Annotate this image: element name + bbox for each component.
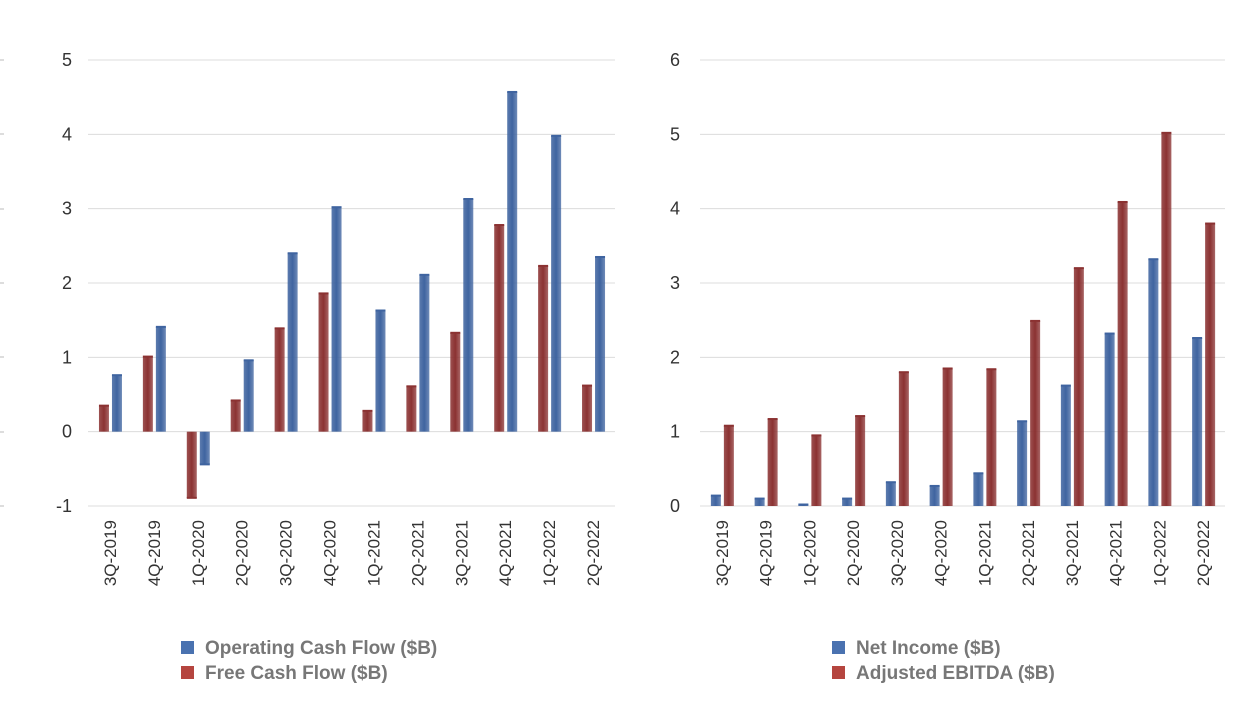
bar-operating-cash-flow-b: [595, 256, 606, 432]
x-tick-label: 2Q-2022: [584, 520, 603, 586]
bar-net-income-b: [1192, 338, 1203, 506]
bar-adjusted-ebitda-b: [1161, 132, 1172, 506]
x-tick-label: 2Q-2022: [1194, 520, 1213, 586]
bar-operating-cash-flow-b: [507, 91, 518, 432]
legend-swatch: [181, 641, 194, 654]
bar-adjusted-ebitda-b: [1205, 223, 1216, 507]
x-tick-label: 1Q-2020: [800, 520, 819, 586]
bar-adjusted-ebitda-b: [855, 416, 866, 506]
x-tick-label: 2Q-2020: [844, 520, 863, 586]
bar-net-income-b: [973, 473, 984, 506]
x-tick-label: 1Q-2020: [189, 520, 208, 586]
x-tick-label: 2Q-2021: [408, 520, 427, 586]
bar-net-income-b: [754, 498, 765, 506]
x-tick-label: 2Q-2020: [233, 520, 252, 586]
x-tick-label: 4Q-2019: [145, 520, 164, 586]
y-tick-label: 6: [670, 50, 680, 70]
legend-label: Operating Cash Flow ($B): [205, 638, 437, 659]
bar-free-cash-flow-b: [142, 356, 153, 432]
x-tick-label: 3Q-2020: [277, 520, 296, 586]
bar-free-cash-flow-b: [538, 265, 549, 432]
y-tick-label: 2: [62, 273, 72, 293]
x-tick-label: 3Q-2019: [713, 520, 732, 586]
y-tick-label: 1: [670, 422, 680, 442]
bar-net-income-b: [885, 482, 896, 506]
bar-operating-cash-flow-b: [419, 274, 430, 432]
y-tick-label: 2: [670, 347, 680, 367]
bar-net-income-b: [1148, 259, 1159, 506]
bar-adjusted-ebitda-b: [1073, 268, 1084, 506]
bar-operating-cash-flow-b: [111, 375, 122, 432]
chart-panel-1: -1 0 1 2 3 4 5 3Q-2019 4Q-2019 1Q-2020 2Q-2020 3Q-2…: [56, 50, 615, 684]
bar-free-cash-flow-b: [230, 400, 241, 432]
bar-free-cash-flow-b: [186, 431, 197, 498]
y-tick-label: 3: [670, 273, 680, 293]
y-tick-label: 0: [62, 422, 72, 442]
y-tick-label: 5: [62, 50, 72, 70]
y-tick-label: 5: [670, 124, 680, 144]
x-tick-label: 4Q-2020: [321, 520, 340, 586]
bar-free-cash-flow-b: [274, 328, 285, 432]
bar-free-cash-flow-b: [362, 410, 373, 432]
bar-adjusted-ebitda-b: [767, 419, 778, 506]
x-tick-label: 2Q-2021: [1019, 520, 1038, 586]
x-tick-label: 1Q-2022: [1150, 520, 1169, 586]
bar-adjusted-ebitda-b: [811, 435, 822, 506]
y-tick-label: -1: [56, 496, 72, 516]
y-tick-label: 0: [670, 496, 680, 516]
x-tick-label: 4Q-2021: [1107, 520, 1126, 586]
bar-adjusted-ebitda-b: [986, 369, 997, 506]
bar-free-cash-flow-b: [318, 293, 329, 432]
x-tick-label: 4Q-2019: [757, 520, 776, 586]
bar-net-income-b: [1060, 385, 1071, 506]
bar-adjusted-ebitda-b: [1117, 201, 1128, 506]
bar-free-cash-flow-b: [98, 405, 109, 432]
x-tick-label: 3Q-2019: [101, 520, 120, 586]
bar-operating-cash-flow-b: [287, 253, 298, 432]
x-tick-label: 3Q-2020: [888, 520, 907, 586]
bar-net-income-b: [710, 495, 721, 506]
bar-adjusted-ebitda-b: [1030, 320, 1041, 506]
bar-adjusted-ebitda-b: [898, 372, 909, 506]
bar-operating-cash-flow-b: [243, 360, 254, 432]
legend-swatch: [832, 641, 845, 654]
y-tick-label: 1: [62, 347, 72, 367]
bar-net-income-b: [1104, 333, 1115, 506]
bar-operating-cash-flow-b: [463, 199, 474, 432]
x-tick-label: 4Q-2021: [496, 520, 515, 586]
legend-swatch: [832, 666, 845, 679]
bar-free-cash-flow-b: [450, 332, 461, 432]
y-tick-label: 4: [670, 199, 680, 219]
bar-net-income-b: [929, 485, 940, 506]
bar-operating-cash-flow-b: [375, 310, 386, 432]
x-tick-label: 3Q-2021: [452, 520, 471, 586]
legend-swatch: [181, 666, 194, 679]
bar-adjusted-ebitda-b: [942, 368, 953, 506]
bar-free-cash-flow-b: [406, 386, 417, 432]
legend-label: Net Income ($B): [856, 638, 1001, 659]
bar-free-cash-flow-b: [582, 385, 593, 432]
x-tick-label: 1Q-2022: [540, 520, 559, 586]
x-tick-label: 1Q-2021: [364, 520, 383, 586]
bar-operating-cash-flow-b: [155, 326, 166, 432]
bar-net-income-b: [842, 498, 853, 506]
chart-panel-2: 0 1 2 3 4 5 6 3Q-2019 4Q-2019 1Q-2020 2Q-2020 3Q-20…: [670, 50, 1225, 684]
bar-net-income-b: [1017, 421, 1028, 506]
bar-operating-cash-flow-b: [199, 431, 210, 465]
legend-label: Adjusted EBITDA ($B): [856, 663, 1055, 684]
y-tick-label: 4: [62, 124, 72, 144]
x-tick-label: 3Q-2021: [1063, 520, 1082, 586]
legend-label: Free Cash Flow ($B): [205, 663, 388, 684]
bar-free-cash-flow-b: [494, 225, 505, 432]
bar-operating-cash-flow-b: [331, 207, 342, 432]
bar-adjusted-ebitda-b: [723, 425, 734, 506]
y-tick-label: 3: [62, 199, 72, 219]
x-tick-label: 4Q-2020: [932, 520, 951, 586]
bar-operating-cash-flow-b: [551, 135, 562, 432]
x-tick-label: 1Q-2021: [975, 520, 994, 586]
